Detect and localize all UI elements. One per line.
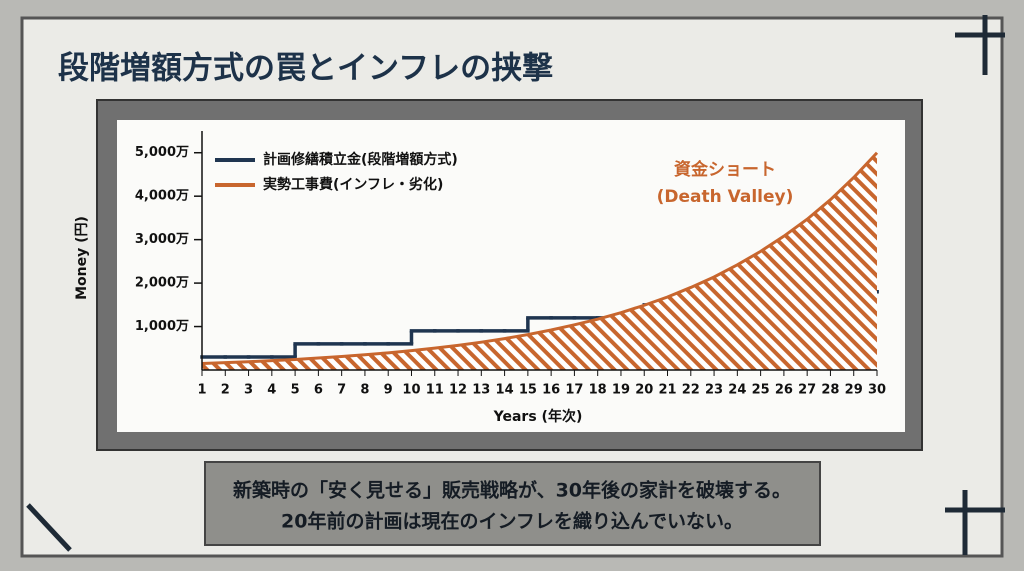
x-tick-label: 19: [612, 383, 630, 398]
x-tick-label: 30: [868, 383, 886, 398]
x-tick-label: 9: [384, 383, 393, 398]
x-tick-label: 22: [682, 383, 700, 398]
x-tick-label: 5: [291, 383, 300, 398]
x-axis-label: Years (年次): [493, 408, 583, 425]
legend-label: 計画修繕積立金(段階増額方式): [263, 151, 458, 168]
corner-marks: [26, 15, 1005, 555]
x-tick-label: 23: [705, 383, 723, 398]
y-tick-label: 3,000万: [135, 232, 189, 247]
x-tick-label: 2: [221, 383, 230, 398]
x-tick-label: 11: [426, 383, 444, 398]
title: 段階増額方式の罠とインフレの挟撃: [58, 51, 553, 87]
y-axis-label: Money (円): [74, 216, 90, 300]
x-tick-label: 12: [449, 383, 467, 398]
annotation: 資金ショート: [674, 159, 776, 180]
x-tick-label: 28: [821, 383, 839, 398]
y-tick-label: 2,000万: [135, 276, 189, 291]
legend-label: 実勢工事費(インフレ・劣化): [263, 176, 443, 193]
x-tick-label: 21: [658, 383, 676, 398]
x-tick-label: 27: [798, 383, 816, 398]
caption-line: 20年前の計画は現在のインフレを織り込んでいない。: [281, 510, 743, 533]
x-tick-label: 4: [267, 383, 276, 398]
x-tick-label: 16: [542, 383, 560, 398]
caption-line: 新築時の「安く見せる」販売戦略が、30年後の家計を破壊する。: [233, 479, 791, 502]
x-tick-label: 8: [360, 383, 369, 398]
x-tick-label: 3: [244, 383, 253, 398]
x-tick-label: 18: [589, 383, 607, 398]
x-tick-label: 10: [402, 383, 420, 398]
x-tick-label: 26: [775, 383, 793, 398]
x-tick-label: 24: [728, 383, 746, 398]
x-tick-label: 15: [519, 383, 537, 398]
y-tick-label: 5,000万: [135, 145, 189, 160]
y-tick-label: 4,000万: [135, 189, 189, 204]
x-tick-label: 13: [472, 383, 490, 398]
x-tick-label: 7: [337, 383, 346, 398]
x-tick-label: 29: [845, 383, 863, 398]
x-tick-label: 1: [197, 383, 206, 398]
hatched-area: [202, 152, 877, 370]
x-tick-label: 14: [496, 383, 514, 398]
line: [201, 151, 879, 365]
x-tick-label: 25: [752, 383, 770, 398]
x-tick-label: 20: [635, 383, 653, 398]
x-tick-label: 6: [314, 383, 323, 398]
x-tick-label: 17: [565, 383, 583, 398]
caption-box: [204, 461, 821, 546]
annotation: (Death Valley): [657, 187, 794, 207]
y-tick-label: 1,000万: [135, 319, 189, 334]
